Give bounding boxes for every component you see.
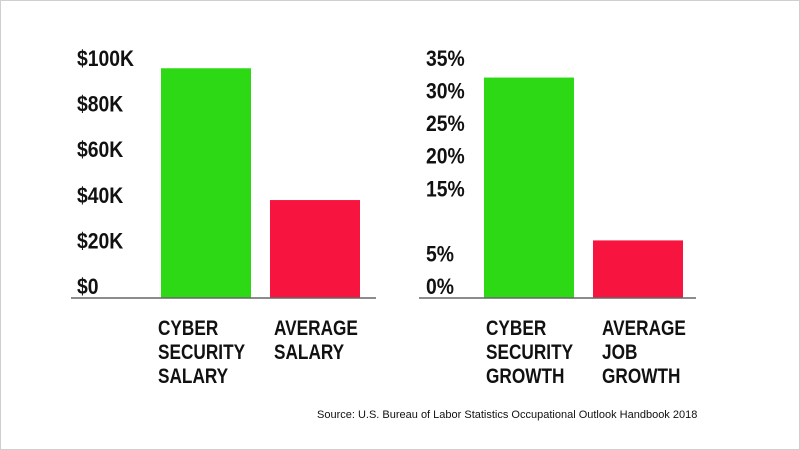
y-tick-label: 30% [426, 79, 465, 103]
category-label-line: SECURITY [486, 341, 574, 364]
y-tick-label: 35% [426, 47, 465, 71]
y-tick-label: 5% [426, 242, 454, 266]
bar [270, 200, 360, 298]
y-tick-label: $20K [77, 229, 123, 253]
category-label-line: SALARY [158, 365, 229, 388]
y-tick-label: $100K [77, 47, 134, 71]
category-label-line: AVERAGE [602, 317, 686, 340]
category-label-line: CYBER [486, 317, 547, 340]
bar [484, 77, 574, 299]
y-tick-label: 25% [426, 112, 465, 136]
bar [593, 240, 683, 298]
y-tick-label: 20% [426, 145, 465, 169]
category-label: AVERAGE SALARY [274, 317, 358, 365]
category-label-line: GROWTH [602, 365, 681, 388]
category-label: AVERAGE JOB GROWTH [602, 317, 686, 389]
category-label-line: GROWTH [486, 365, 565, 388]
y-tick-label: 0% [426, 275, 454, 299]
bar [161, 68, 251, 298]
y-tick-label: $80K [77, 92, 123, 116]
category-label: CYBER SECURITY GROWTH [486, 317, 573, 389]
category-label-line: SECURITY [158, 341, 246, 364]
source-note: Source: U.S. Bureau of Labor Statistics … [317, 409, 698, 421]
y-tick-label: $0 [77, 275, 99, 299]
category-label-line: CYBER [158, 317, 219, 340]
y-tick-label: $40K [77, 184, 123, 208]
y-tick-label: 15% [426, 177, 465, 201]
category-label-line: JOB [602, 341, 638, 364]
category-label-line: SALARY [274, 341, 345, 364]
category-label: CYBER SECURITY SALARY [158, 317, 245, 389]
y-tick-label: $60K [77, 138, 123, 162]
category-label-line: AVERAGE [274, 317, 358, 340]
